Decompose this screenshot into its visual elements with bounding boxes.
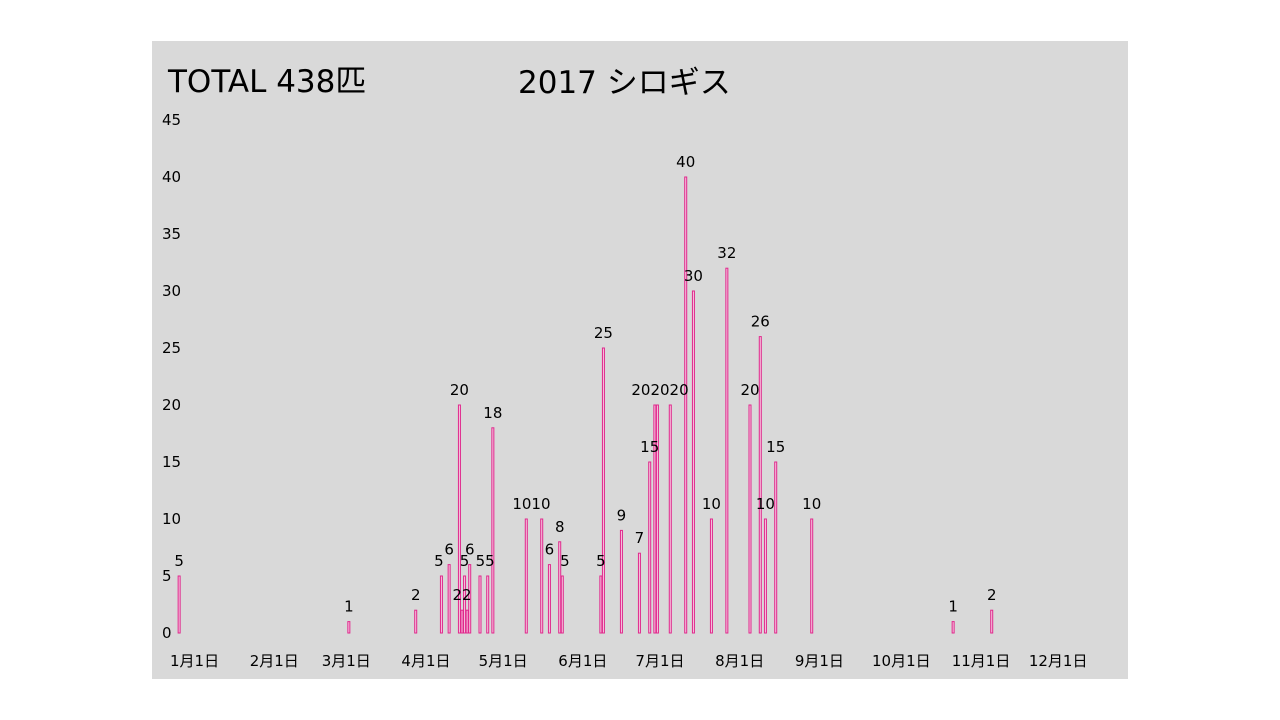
x-tick-label: 3月1日 (322, 652, 371, 670)
y-tick-label: 30 (162, 282, 181, 300)
x-tick-label: 9月1日 (795, 652, 844, 670)
data-label: 2 (987, 586, 997, 604)
bar (558, 541, 562, 634)
bar (463, 575, 467, 634)
bars (177, 176, 994, 634)
x-tick-label: 6月1日 (558, 652, 607, 670)
y-tick-label: 45 (162, 111, 181, 129)
bar (653, 404, 657, 634)
data-label: 10 (756, 495, 775, 513)
data-label: 15 (766, 438, 785, 456)
data-label: 5 (460, 552, 470, 570)
data-label: 8 (555, 518, 565, 536)
bar (691, 290, 695, 634)
bar (347, 621, 351, 634)
bar (748, 404, 752, 634)
bar (668, 404, 672, 634)
bar (709, 518, 713, 634)
data-label: 5 (560, 552, 570, 570)
bar (637, 552, 641, 634)
data-label: 10 (702, 495, 721, 513)
data-label: 5 (434, 552, 444, 570)
data-label: 6 (465, 541, 475, 559)
y-tick-label: 10 (162, 510, 181, 528)
x-tick-label: 10月1日 (872, 652, 931, 670)
bar (810, 518, 814, 634)
bar (648, 461, 652, 634)
bar (465, 609, 469, 634)
data-label: 55 (476, 552, 495, 570)
x-tick-label: 7月1日 (635, 652, 684, 670)
y-tick-label: 20 (162, 396, 181, 414)
data-label: 6 (444, 541, 454, 559)
bar (439, 575, 443, 634)
bar (601, 347, 605, 634)
y-tick-label: 5 (162, 567, 172, 585)
y-tick-label: 0 (162, 624, 172, 642)
data-label: 10 (802, 495, 821, 513)
total-label: TOTAL 438匹 (168, 64, 367, 100)
bar (763, 518, 767, 634)
data-label: 9 (617, 506, 627, 524)
x-tick-label: 1月1日 (170, 652, 219, 670)
data-label: 26 (751, 313, 770, 331)
bar (619, 529, 623, 634)
bar (460, 609, 464, 634)
data-label: 30 (684, 267, 703, 285)
data-label: 1010 (512, 495, 550, 513)
bar (540, 518, 544, 634)
bar (758, 336, 762, 634)
bar (486, 575, 490, 634)
x-tick-label: 8月1日 (715, 652, 764, 670)
y-tick-label: 40 (162, 168, 181, 186)
bar (478, 575, 482, 634)
x-tick-label: 12月1日 (1029, 652, 1088, 670)
data-label: 32 (717, 244, 736, 262)
bar (655, 404, 659, 634)
bar (774, 461, 778, 634)
y-axis: 0 5 10 15 20 25 30 35 40 45 (162, 111, 181, 642)
x-tick-label: 11月1日 (952, 652, 1011, 670)
y-tick-label: 25 (162, 339, 181, 357)
data-label: 20 (450, 381, 469, 399)
bar (951, 621, 955, 634)
y-tick-label: 15 (162, 453, 181, 471)
bar (457, 404, 461, 634)
data-label: 2 (411, 586, 421, 604)
x-tick-label: 4月1日 (401, 652, 450, 670)
data-label: 1 (948, 598, 958, 616)
bar (447, 564, 451, 634)
x-tick-label: 5月1日 (479, 652, 528, 670)
data-label: 1 (344, 598, 354, 616)
data-label: 18 (483, 404, 502, 422)
bar (491, 427, 495, 634)
chart-title: 2017 シロギス (518, 65, 731, 101)
x-tick-label: 2月1日 (250, 652, 299, 670)
data-label: 5 (174, 552, 184, 570)
data-label: 25 (594, 324, 613, 342)
data-label: 15 (640, 438, 659, 456)
bar (177, 575, 181, 634)
data-label: 40 (676, 153, 695, 171)
data-label: 7 (635, 529, 645, 547)
data-label: 202020 (631, 381, 688, 399)
x-axis: 1月1日 2月1日 3月1日 4月1日 5月1日 6月1日 7月1日 8月1日 9月1日 10月1… (170, 652, 1087, 670)
bar (547, 564, 551, 634)
y-tick-label: 35 (162, 225, 181, 243)
data-label: 20 (740, 381, 759, 399)
data-label: 6 (545, 541, 555, 559)
data-label: 22 (452, 586, 471, 604)
data-label: 5 (596, 552, 606, 570)
bar (468, 564, 472, 634)
bar (990, 609, 994, 634)
bar (599, 575, 603, 634)
bar (524, 518, 528, 634)
bar (684, 176, 688, 634)
bar (560, 575, 564, 634)
bar (725, 267, 729, 634)
bar (414, 609, 418, 634)
